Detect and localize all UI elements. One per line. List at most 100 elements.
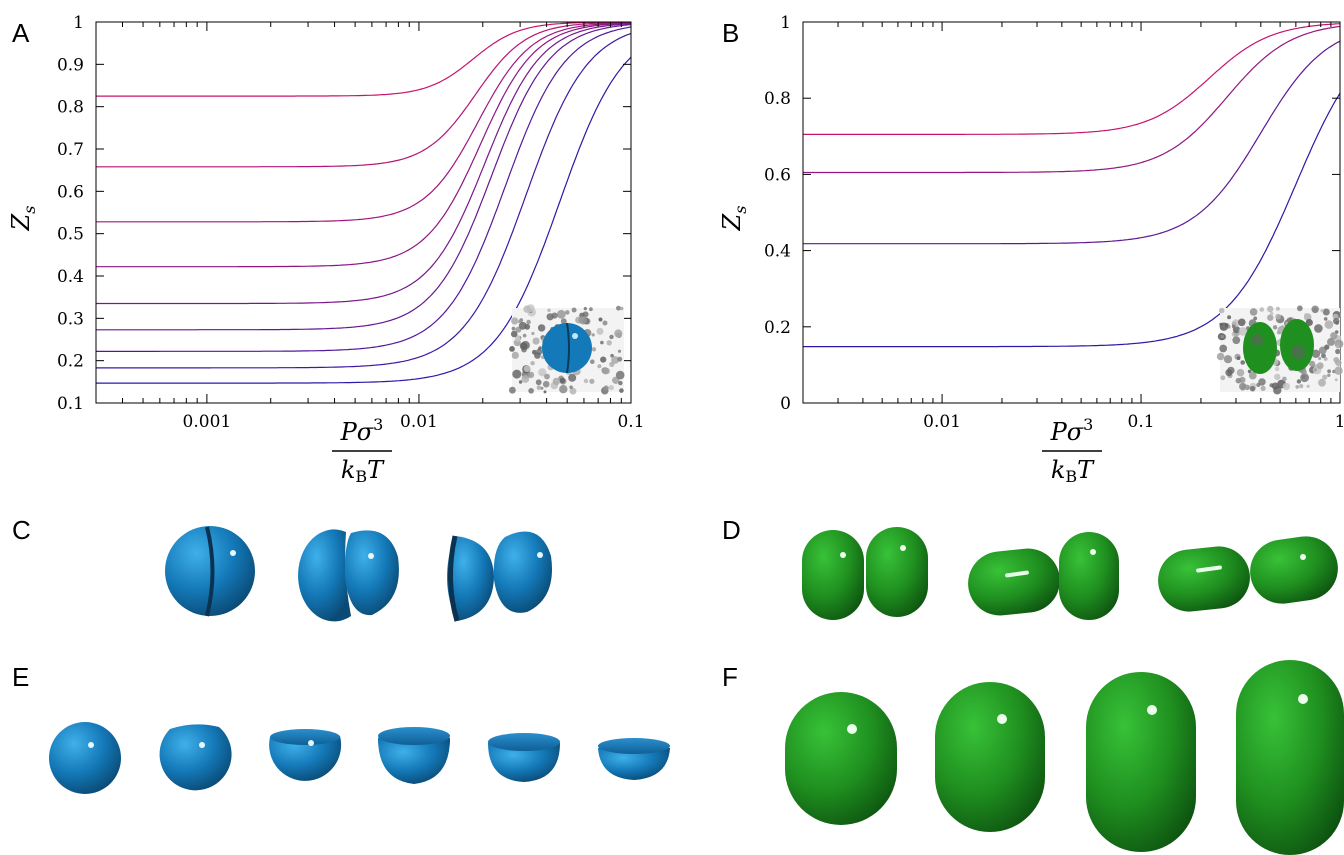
x-label-den: k <box>1051 456 1066 484</box>
x-label-num-sup: 3 <box>373 415 383 434</box>
x-label-num-sup: 3 <box>1083 415 1093 434</box>
x-label-den-sub: B <box>355 467 367 486</box>
series-line-3 <box>96 22 631 223</box>
y-tick-label: 0.4 <box>57 267 84 287</box>
x-label-num: Pσ <box>340 418 374 446</box>
y-tick-label: 0.2 <box>57 352 84 372</box>
svg-text:kBT: kBT <box>1051 456 1095 486</box>
inset-sphere <box>542 323 592 373</box>
cap-0 <box>49 722 121 794</box>
shape-renders <box>49 526 1344 855</box>
x-tick-label: 0.01 <box>400 412 438 432</box>
dumbbell-tilted <box>1158 536 1338 612</box>
series-line-1 <box>803 23 1341 135</box>
plot-frame <box>95 21 632 404</box>
series-line-4 <box>803 92 1341 348</box>
y-axis-label: Zs <box>7 206 39 232</box>
x-label-den-tail: T <box>1077 456 1095 484</box>
series-line-4 <box>96 22 632 268</box>
y-tick-label: 0.6 <box>57 182 84 202</box>
x-axis-label: Pσ3 kBT <box>332 415 392 486</box>
panel-label-c: C <box>12 515 31 545</box>
series-line-3 <box>803 40 1341 245</box>
chart-b-curves <box>803 23 1341 348</box>
y-tick-label: 0.8 <box>764 89 791 109</box>
y-tick-label: 0.4 <box>764 242 791 262</box>
panel-label-b: B <box>722 18 740 48</box>
x-label-num: Pσ <box>1050 418 1084 446</box>
chart-a-curves <box>96 21 632 384</box>
chart-a: 0.10.20.30.40.50.60.70.80.910.001 0.01 0.1… <box>7 13 645 486</box>
y-tick-label: 0.8 <box>57 98 84 118</box>
spherocylinder-2 <box>935 682 1045 832</box>
series-line-2 <box>96 21 631 168</box>
x-label-den: k <box>341 456 356 484</box>
inset-dumbbell-right <box>1280 319 1314 371</box>
y-tick-label: 1 <box>780 13 791 33</box>
panel-label-a: A <box>12 18 30 48</box>
panel-c-shapes <box>165 526 552 622</box>
inset-particle-cloud <box>509 304 625 395</box>
panel-e-shapes <box>49 722 670 794</box>
y-tick-label: 0 <box>780 394 791 414</box>
cap-3 <box>378 727 450 784</box>
cap-5 <box>598 738 670 780</box>
spherocylinder-4 <box>1236 660 1344 855</box>
inset-sphere-highlight <box>572 333 578 339</box>
y-tick-label: 0.3 <box>57 309 84 329</box>
x-tick-label: 0.001 <box>183 412 232 432</box>
series-line-2 <box>803 25 1341 174</box>
inset-sphere-cut <box>566 322 570 374</box>
y-label-sub: s <box>20 206 39 214</box>
panel-d-shapes <box>802 527 1338 620</box>
y-tick-label: 0.9 <box>57 55 84 75</box>
split-sphere-open <box>446 531 552 622</box>
panel-f-shapes <box>785 660 1344 855</box>
x-tick-label: 0.1 <box>1128 412 1155 432</box>
split-sphere-opening <box>298 529 399 622</box>
plot-frame <box>802 21 1341 404</box>
series-line-1 <box>96 21 631 97</box>
panel-label-f: F <box>722 662 738 692</box>
x-tick-label: 0.1 <box>617 412 644 432</box>
x-tick-label: 1 <box>1335 412 1344 432</box>
y-tick-label: 0.1 <box>57 394 84 414</box>
dumbbell-rotated <box>968 532 1119 620</box>
inset-dumbbell-left <box>1243 322 1277 374</box>
spherocylinder-3 <box>1086 672 1196 852</box>
y-label-main: Z <box>7 212 35 231</box>
series-line-6 <box>96 24 632 331</box>
chart-b-ticks: 0 0.2 0.4 0.6 0.8 1 0.01 0.1 1 <box>764 13 1344 432</box>
svg-text:Pσ3: Pσ3 <box>1050 415 1094 446</box>
x-tick-label: 0.01 <box>923 412 961 432</box>
chart-b: 00.20.40.60.810.01 0.1 1 Zs Pσ3 kBT <box>718 13 1344 486</box>
x-label-den-sub: B <box>1065 467 1077 486</box>
y-tick-label: 1 <box>73 13 84 33</box>
x-axis-label: Pσ3 kBT <box>1042 415 1102 486</box>
cap-1 <box>159 724 232 791</box>
cap-2 <box>269 729 342 781</box>
dumbbell-aligned <box>802 527 928 620</box>
series-line-7 <box>96 26 632 352</box>
cap-4 <box>488 733 560 782</box>
y-axis-label: Zs <box>718 206 750 232</box>
split-sphere-closed <box>165 526 255 617</box>
chart-b-inset <box>1216 305 1344 395</box>
y-tick-label: 0.7 <box>57 140 84 160</box>
y-label-sub: s <box>731 206 750 214</box>
spherocylinder-1 <box>785 692 897 825</box>
chart-a-inset <box>509 304 625 395</box>
series-line-8 <box>96 32 632 369</box>
inset-particle-cloud <box>1216 305 1344 395</box>
svg-text:kBT: kBT <box>341 456 385 486</box>
panel-label-e: E <box>12 662 30 692</box>
series-line-5 <box>96 23 632 305</box>
series-line-9 <box>96 56 632 384</box>
y-tick-label: 0.5 <box>57 225 84 245</box>
chart-a-ticks: 0.1 0.2 0.3 0.4 0.5 0.6 0.7 0.8 0.9 1 0.001 0.01 0.1 <box>57 13 645 432</box>
y-tick-label: 0.6 <box>764 165 791 185</box>
panel-label-d: D <box>722 515 741 545</box>
svg-text:Pσ3: Pσ3 <box>340 415 384 446</box>
x-label-den-tail: T <box>367 456 385 484</box>
y-label-main: Z <box>718 212 746 231</box>
